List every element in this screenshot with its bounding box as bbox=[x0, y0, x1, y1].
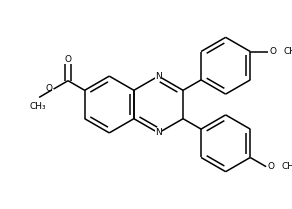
Text: CH₃: CH₃ bbox=[29, 102, 46, 111]
Text: O: O bbox=[267, 162, 274, 171]
Text: CH₃: CH₃ bbox=[281, 162, 292, 171]
Text: CH₃: CH₃ bbox=[284, 47, 292, 56]
Text: O: O bbox=[46, 84, 53, 93]
Text: N: N bbox=[155, 72, 162, 81]
Text: N: N bbox=[155, 128, 162, 137]
Text: O: O bbox=[270, 47, 277, 56]
Text: O: O bbox=[65, 55, 72, 64]
